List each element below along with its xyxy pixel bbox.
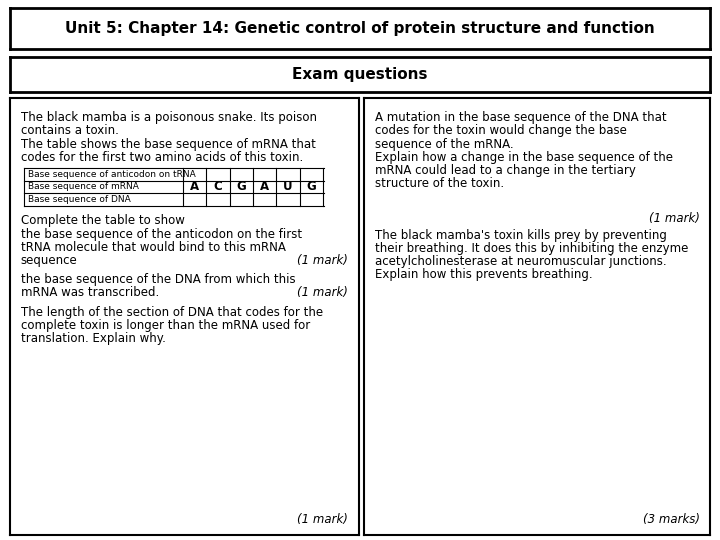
Text: the base sequence of the DNA from which this: the base sequence of the DNA from which …: [21, 273, 295, 286]
Text: (1 mark): (1 mark): [297, 286, 348, 300]
Text: the base sequence of the anticodon on the first: the base sequence of the anticodon on th…: [21, 227, 302, 240]
Text: Complete the table to show: Complete the table to show: [21, 214, 184, 227]
Text: The length of the section of DNA that codes for the: The length of the section of DNA that co…: [21, 306, 323, 319]
Text: Explain how a change in the base sequence of the: Explain how a change in the base sequenc…: [374, 151, 672, 164]
Text: Base sequence of DNA: Base sequence of DNA: [27, 195, 130, 204]
Text: C: C: [214, 180, 222, 193]
Text: codes for the first two amino acids of this toxin.: codes for the first two amino acids of t…: [21, 151, 303, 164]
Text: their breathing. It does this by inhibiting the enzyme: their breathing. It does this by inhibit…: [374, 242, 688, 255]
Text: translation. Explain why.: translation. Explain why.: [21, 332, 166, 345]
Text: sequence: sequence: [21, 254, 77, 267]
Text: Exam questions: Exam questions: [292, 67, 428, 82]
Text: G: G: [236, 180, 246, 193]
Text: mRNA was transcribed.: mRNA was transcribed.: [21, 286, 159, 300]
Text: Explain how this prevents breathing.: Explain how this prevents breathing.: [374, 268, 593, 281]
Text: (3 marks): (3 marks): [642, 513, 700, 526]
Text: complete toxin is longer than the mRNA used for: complete toxin is longer than the mRNA u…: [21, 319, 310, 332]
Text: sequence of the mRNA.: sequence of the mRNA.: [374, 138, 513, 151]
Text: structure of the toxin.: structure of the toxin.: [374, 177, 504, 190]
Text: acetylcholinesterase at neuromuscular junctions.: acetylcholinesterase at neuromuscular ju…: [374, 255, 666, 268]
Text: (1 mark): (1 mark): [649, 212, 700, 225]
Text: tRNA molecule that would bind to this mRNA: tRNA molecule that would bind to this mR…: [21, 241, 285, 254]
Text: A mutation in the base sequence of the DNA that: A mutation in the base sequence of the D…: [374, 111, 666, 124]
Text: mRNA could lead to a change in the tertiary: mRNA could lead to a change in the terti…: [374, 164, 636, 177]
Text: codes for the toxin would change the base: codes for the toxin would change the bas…: [374, 124, 626, 138]
Text: Unit 5: Chapter 14: Genetic control of protein structure and function: Unit 5: Chapter 14: Genetic control of p…: [65, 21, 655, 36]
Text: A: A: [260, 180, 269, 193]
Text: The black mamba's toxin kills prey by preventing: The black mamba's toxin kills prey by pr…: [374, 229, 667, 242]
Text: Base sequence of mRNA: Base sequence of mRNA: [27, 183, 138, 191]
Text: U: U: [283, 180, 293, 193]
Text: Base sequence of anticodon on tRNA: Base sequence of anticodon on tRNA: [27, 170, 195, 179]
Text: A: A: [190, 180, 199, 193]
Text: The table shows the base sequence of mRNA that: The table shows the base sequence of mRN…: [21, 138, 315, 151]
Text: G: G: [307, 180, 316, 193]
Text: contains a toxin.: contains a toxin.: [21, 124, 118, 138]
Text: The black mamba is a poisonous snake. Its poison: The black mamba is a poisonous snake. It…: [21, 111, 317, 124]
Text: (1 mark): (1 mark): [297, 513, 348, 526]
Text: (1 mark): (1 mark): [297, 254, 348, 267]
